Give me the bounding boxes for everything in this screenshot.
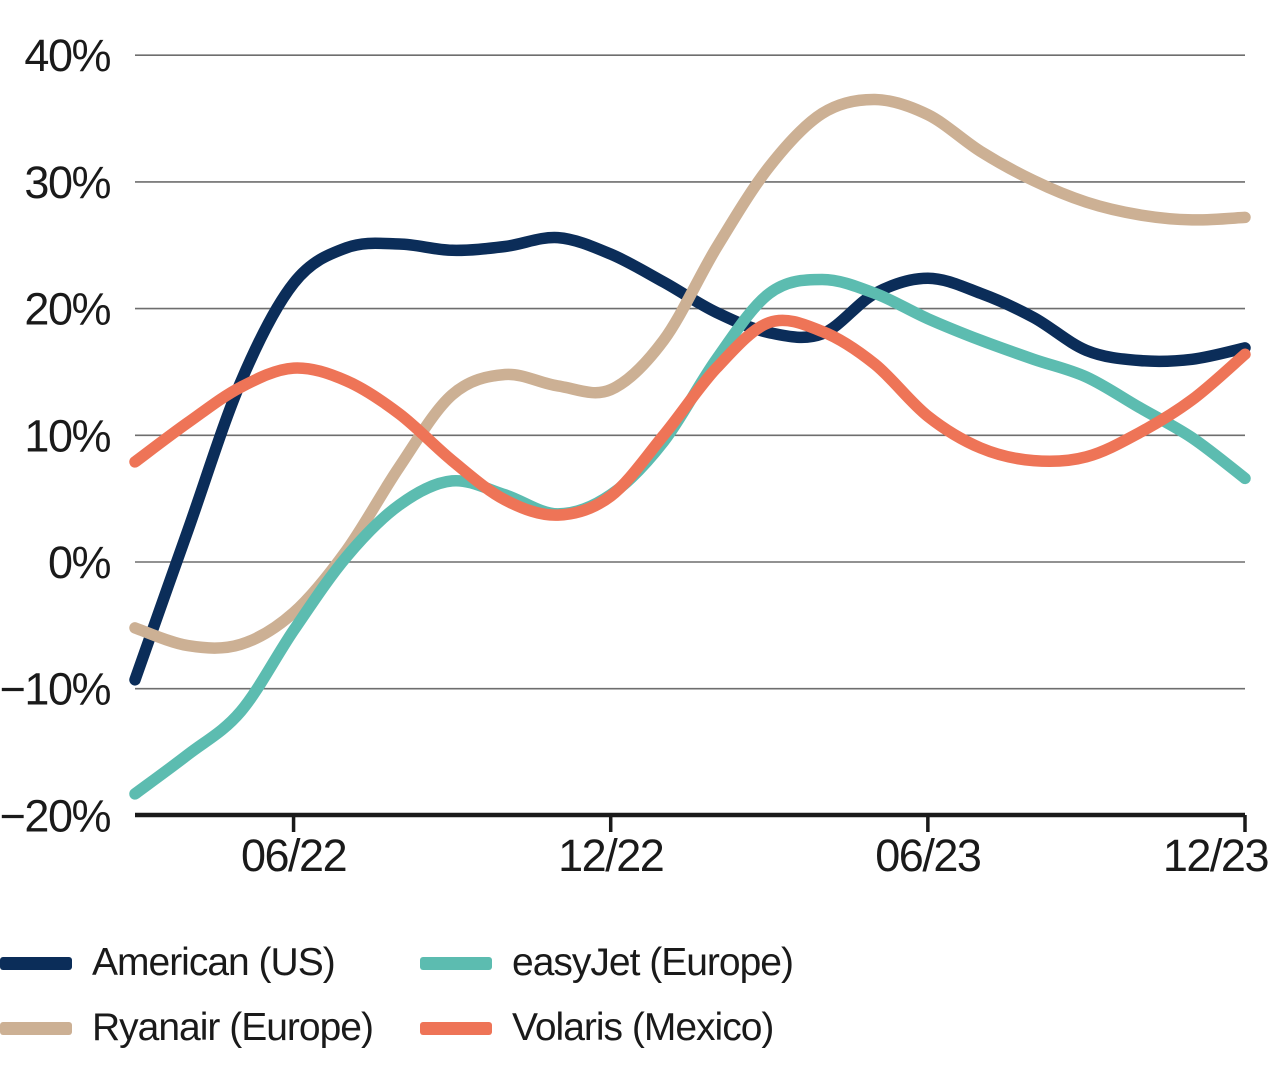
y-axis-tick-label: 20% bbox=[24, 284, 110, 335]
y-axis-tick-label: −20% bbox=[0, 790, 110, 841]
x-axis-tick-label: 06/23 bbox=[875, 830, 981, 881]
y-axis-tick-label: 30% bbox=[24, 157, 110, 208]
x-axis-tick-label: 12/23 bbox=[1163, 830, 1269, 881]
x-axis bbox=[135, 812, 1247, 832]
x-axis-labels: 06/22 12/22 06/23 12/23 bbox=[241, 830, 1270, 881]
y-axis-tick-label: 0% bbox=[48, 537, 111, 588]
y-axis-tick-label: 10% bbox=[24, 410, 110, 461]
x-axis-tick-label: 06/22 bbox=[241, 830, 346, 881]
y-axis-tick-label: −10% bbox=[0, 664, 110, 715]
series-line-volaris-mexico bbox=[129, 314, 1251, 521]
gridlines bbox=[135, 54, 1245, 690]
y-axis-labels: 40% 30% 20% 10% 0% −10% −20% bbox=[0, 30, 112, 841]
series-lines bbox=[129, 93, 1251, 800]
series-line-easyjet-europe bbox=[129, 273, 1251, 800]
series-line-american-us bbox=[129, 231, 1251, 686]
x-axis-tick-label: 12/22 bbox=[558, 830, 663, 881]
y-axis-tick-label: 40% bbox=[24, 30, 110, 81]
